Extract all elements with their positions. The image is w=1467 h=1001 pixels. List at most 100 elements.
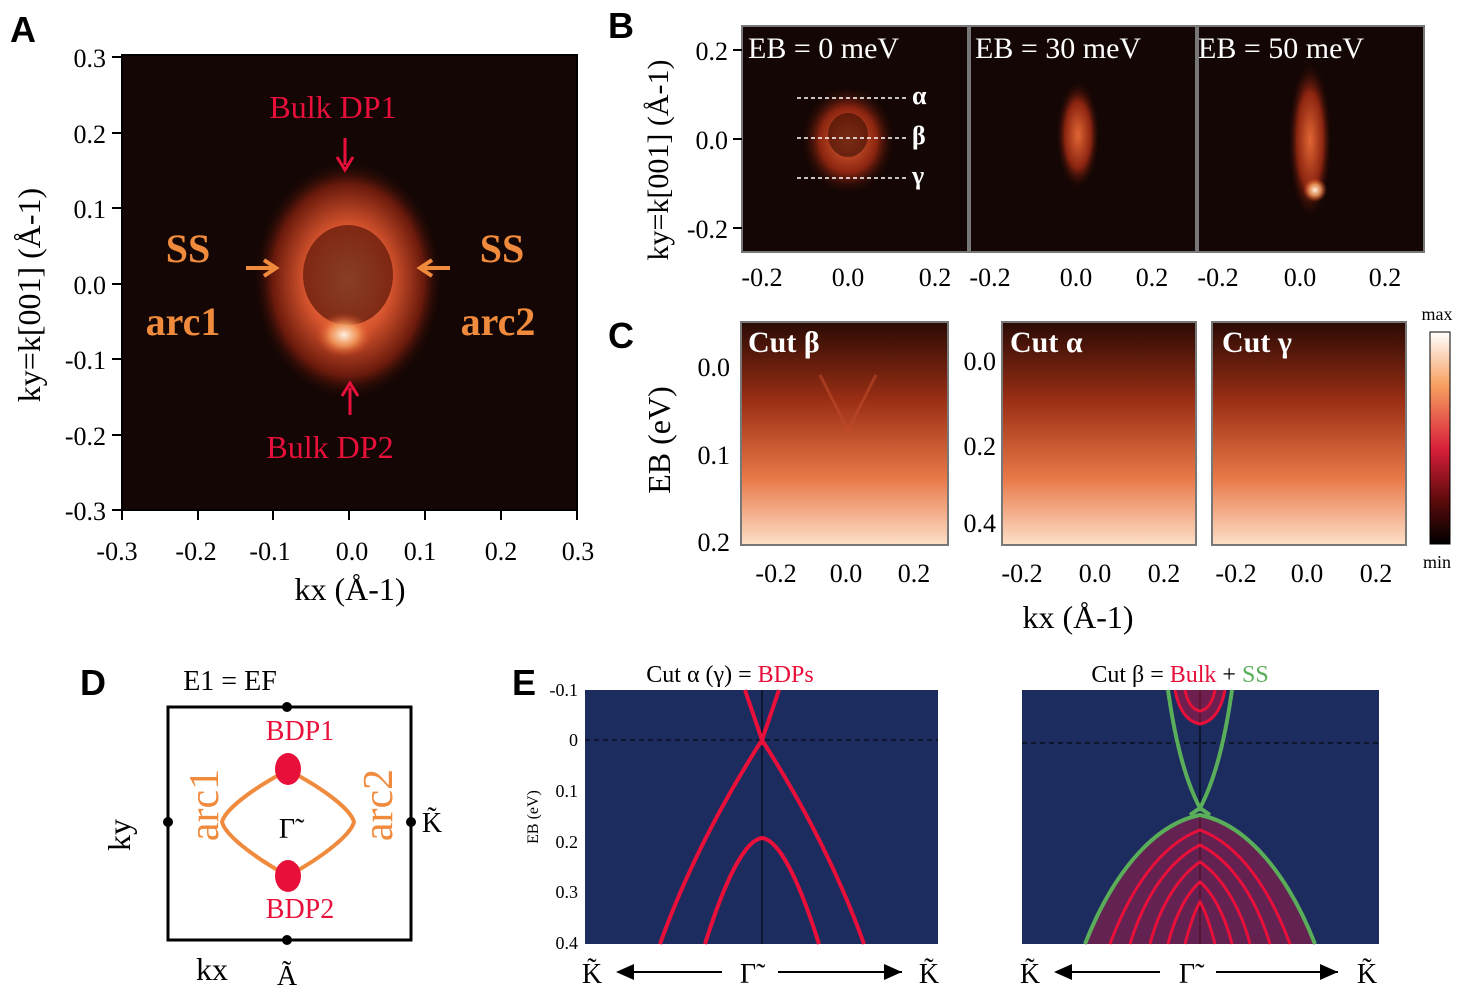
b-title-0: EB = 0 meV bbox=[748, 32, 899, 65]
b-xtick: 0.2 bbox=[1369, 263, 1402, 292]
k-label: K̃ bbox=[582, 959, 602, 990]
c-title-alpha: Cut α bbox=[1010, 326, 1083, 359]
b-xticks: -0.2 0.0 0.2 -0.2 0.0 0.2 -0.2 0.0 0.2 bbox=[741, 263, 1401, 292]
c-cone-beta bbox=[818, 374, 878, 434]
c-ytick: 0.0 bbox=[964, 347, 997, 376]
e-ylabel: EB (eV) bbox=[525, 790, 542, 844]
panel-d: D E1 = EF BDP1 BDP2 arc1 arc2 Γ̃ K̃ Ã ky… bbox=[80, 662, 442, 992]
b-xtick: 0.2 bbox=[919, 263, 952, 292]
c-xticks: -0.2 0.0 0.2 -0.2 0.0 0.2 -0.2 0.0 0.2 bbox=[755, 559, 1392, 588]
cut-beta-label: β bbox=[912, 121, 926, 150]
panel-a: A -0.3 -0.2 -0.1 0.0 0.1 0.2 0.3 bbox=[10, 9, 594, 607]
a-ytick: 0.1 bbox=[74, 195, 107, 224]
panel-c: C Cut β Cut α Cut γ 0.0 0.1 0.2 0.0 0.2 … bbox=[608, 304, 1453, 635]
fermi-surface-hole bbox=[303, 225, 393, 325]
a-xlabel: kx (Å-1) bbox=[294, 571, 405, 607]
ss-label-left: SS bbox=[166, 226, 211, 271]
gamma-point: Γ̃ bbox=[279, 814, 305, 845]
b-xtick: -0.2 bbox=[741, 263, 782, 292]
panel-letter-e: E bbox=[512, 662, 536, 703]
b-title-50: EB = 50 meV bbox=[1198, 32, 1364, 65]
panel-letter-d: D bbox=[80, 662, 106, 703]
panel-letter-c: C bbox=[608, 315, 634, 356]
c-xlabel: kx (Å-1) bbox=[1022, 599, 1133, 635]
zone-point-right bbox=[406, 817, 416, 827]
panel-letter-a: A bbox=[10, 9, 36, 50]
e-ytick: 0.2 bbox=[556, 832, 579, 852]
a-ytick: -0.3 bbox=[65, 497, 106, 526]
c-ytick: 0.4 bbox=[964, 509, 997, 538]
arrow-up-icon bbox=[340, 380, 360, 415]
panel-letter-b: B bbox=[608, 5, 634, 46]
a-ytick: 0.0 bbox=[74, 271, 107, 300]
a-xtick: 0.0 bbox=[336, 537, 369, 566]
k-label: K̃ bbox=[1020, 959, 1040, 990]
d-ky-label: ky bbox=[101, 819, 137, 851]
c-yticks-2: 0.0 0.2 0.4 bbox=[964, 347, 997, 538]
bdp2-label: BDP2 bbox=[266, 894, 334, 925]
colorbar bbox=[1429, 331, 1451, 545]
a-point: Ã bbox=[277, 961, 298, 992]
c-xtick: 0.0 bbox=[1291, 559, 1324, 588]
a-xtick: -0.1 bbox=[249, 537, 290, 566]
c-ytick: 0.1 bbox=[698, 441, 731, 470]
b-xtick: -0.2 bbox=[1197, 263, 1238, 292]
b-ytick: 0.0 bbox=[696, 126, 729, 155]
b-xtick: 0.0 bbox=[1284, 263, 1317, 292]
c-cut-beta bbox=[740, 321, 949, 546]
e-k-axis: K̃ Γ̃ K̃ K̃ Γ̃ K̃ bbox=[582, 959, 1377, 990]
c-xtick: 0.0 bbox=[830, 559, 863, 588]
d-arc2-label: arc2 bbox=[356, 769, 402, 841]
e-title-alpha: Cut α (γ) = BDPs bbox=[646, 662, 813, 688]
arrow-right-icon bbox=[246, 258, 280, 278]
cut-alpha-label: α bbox=[912, 81, 927, 110]
panel-e: E -0.1 0 0.1 0.2 0.3 0.4 EB (eV) Cut α (… bbox=[512, 662, 1379, 990]
c-ytick: 0.2 bbox=[964, 432, 997, 461]
e-title-beta: Cut β = Bulk + SS bbox=[1091, 662, 1268, 688]
arc2-label: arc2 bbox=[461, 299, 536, 344]
c-title-beta: Cut β bbox=[748, 326, 820, 359]
b-yticks: 0.2 0.0 -0.2 bbox=[687, 37, 742, 244]
bulk-dp1-label: Bulk DP1 bbox=[269, 89, 396, 125]
hot-spot bbox=[316, 313, 372, 357]
k-point: K̃ bbox=[422, 808, 442, 839]
c-xtick: 0.2 bbox=[1148, 559, 1181, 588]
b-title-30: EB = 30 meV bbox=[975, 32, 1141, 65]
bulk-dp2-label: Bulk DP2 bbox=[266, 429, 393, 465]
arrow-down-icon bbox=[335, 138, 355, 173]
b-xtick: 0.2 bbox=[1136, 263, 1169, 292]
a-xtick: 0.1 bbox=[404, 537, 437, 566]
c-yticks-1: 0.0 0.1 0.2 bbox=[698, 353, 731, 557]
panel-b: B EB = 0 meV EB = 30 meV EB = 50 meV α β… bbox=[608, 5, 1425, 292]
b-xtick: -0.2 bbox=[969, 263, 1010, 292]
panel-a-yticks: 0.3 0.2 0.1 0.0 -0.1 -0.2 -0.3 bbox=[65, 44, 122, 526]
k-label: K̃ bbox=[919, 959, 939, 990]
c-xtick: 0.2 bbox=[898, 559, 931, 588]
e-yticks: -0.1 0 0.1 0.2 0.3 0.4 bbox=[550, 680, 579, 953]
arc1-label: arc1 bbox=[146, 299, 221, 344]
a-xtick: 0.3 bbox=[562, 537, 595, 566]
b-hole-0 bbox=[828, 113, 868, 157]
zone-point-top bbox=[282, 702, 292, 712]
bdp-bands bbox=[658, 689, 866, 945]
bdp1-label: BDP1 bbox=[266, 716, 334, 747]
a-xtick: 0.2 bbox=[485, 537, 518, 566]
surface-state-bands bbox=[1083, 689, 1317, 945]
colorbar-max: max bbox=[1422, 304, 1453, 324]
c-xtick: -0.2 bbox=[1215, 559, 1256, 588]
c-cut-gamma bbox=[1211, 321, 1407, 546]
c-xtick: 0.0 bbox=[1079, 559, 1112, 588]
b-xtick: 0.0 bbox=[1060, 263, 1093, 292]
d-arc1-label: arc1 bbox=[182, 769, 228, 841]
a-xtick: -0.3 bbox=[96, 537, 137, 566]
c-xtick: -0.2 bbox=[1001, 559, 1042, 588]
b-xtick: 0.0 bbox=[832, 263, 865, 292]
colorbar-min: min bbox=[1423, 552, 1451, 572]
c-xtick: 0.2 bbox=[1360, 559, 1393, 588]
d-kx-label: kx bbox=[196, 951, 228, 987]
b-ylabel: ky=k[001] (Å-1) bbox=[642, 59, 675, 260]
a-ylabel: ky=k[001] (Å-1) bbox=[11, 188, 47, 402]
c-ylabel: EB (eV) bbox=[641, 386, 677, 494]
c-ytick: 0.0 bbox=[698, 353, 731, 382]
bdp1-dot bbox=[275, 753, 301, 785]
